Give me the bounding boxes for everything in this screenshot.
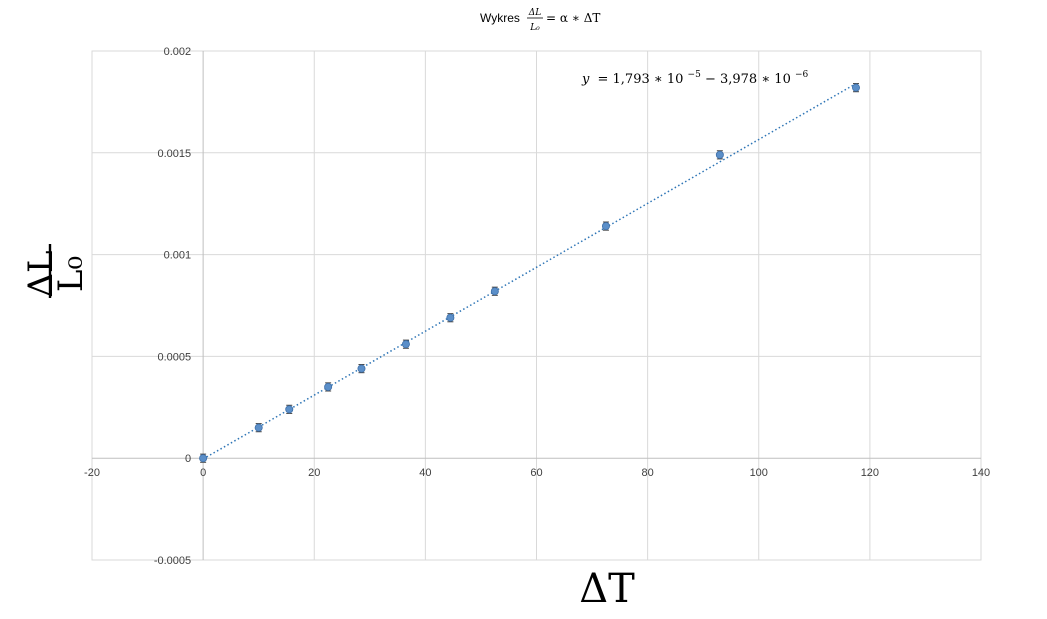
y-axis-ticks: -0.0005 0 0.0005 0.001 0.0015 0.002 xyxy=(154,46,191,567)
x-tick-label: 80 xyxy=(642,467,654,479)
data-point xyxy=(401,340,410,349)
trendline xyxy=(202,82,857,460)
x-axis-ticks: -20 0 20 40 60 80 100 120 140 xyxy=(84,467,990,479)
data-points xyxy=(199,83,860,463)
x-axis-label: ΔT xyxy=(579,566,635,612)
data-point xyxy=(490,287,499,296)
title-word: Wykres xyxy=(480,11,520,25)
title-rhs: = α ∗ ΔT xyxy=(546,11,600,25)
y-tick-label: 0.0015 xyxy=(157,148,191,160)
y-tick-label: -0.0005 xyxy=(154,555,191,567)
axes xyxy=(92,51,981,560)
data-point xyxy=(324,382,333,391)
x-tick-label: 60 xyxy=(530,467,542,479)
x-tick-label: 20 xyxy=(308,467,320,479)
data-point xyxy=(851,83,860,92)
title-fraction-numerator: ΔL xyxy=(528,8,541,18)
x-tick-label: 120 xyxy=(861,467,879,479)
data-point xyxy=(446,313,455,322)
data-point xyxy=(601,222,610,231)
title-fraction-denominator: L₀ xyxy=(529,23,540,33)
data-point xyxy=(199,454,208,463)
error-bars xyxy=(200,83,859,463)
equation-lhs: y xyxy=(581,72,590,87)
x-tick-label: 140 xyxy=(972,467,990,479)
equation-part1: = 1,793 ∗ 10 xyxy=(598,72,684,87)
data-point xyxy=(715,150,724,159)
y-label-denominator: L₀ xyxy=(51,256,91,292)
x-tick-label: 0 xyxy=(200,467,206,479)
svg-text:y = 1,793 ∗ 10 −5: y = 1,793 ∗ 10 −5 − 3,978 ∗ 10 −6 xyxy=(581,66,809,87)
equation-exp2: −6 xyxy=(795,70,809,80)
x-tick-label: -20 xyxy=(84,467,100,479)
y-label-numerator: ΔL xyxy=(21,250,61,297)
trendline-equation: y = 1,793 ∗ 10 −5 − 3,978 ∗ 10 −6 xyxy=(581,66,809,87)
gridlines xyxy=(91,50,982,561)
y-tick-label: 0.0005 xyxy=(157,351,191,363)
x-tick-label: 40 xyxy=(419,467,431,479)
x-tick-label: 100 xyxy=(750,467,768,479)
chart-title: Wykres ΔL L₀ = α ∗ ΔT xyxy=(480,8,600,33)
equation-exp1: −5 xyxy=(688,70,702,80)
data-point xyxy=(285,405,294,414)
y-tick-label: 0.002 xyxy=(164,46,192,58)
data-point xyxy=(357,364,366,373)
y-tick-label: 0.001 xyxy=(164,250,192,262)
data-point xyxy=(254,423,263,432)
y-axis-label: ΔL L₀ xyxy=(21,244,91,298)
equation-part2: − 3,978 ∗ 10 xyxy=(705,72,791,87)
y-tick-label: 0 xyxy=(185,453,191,465)
